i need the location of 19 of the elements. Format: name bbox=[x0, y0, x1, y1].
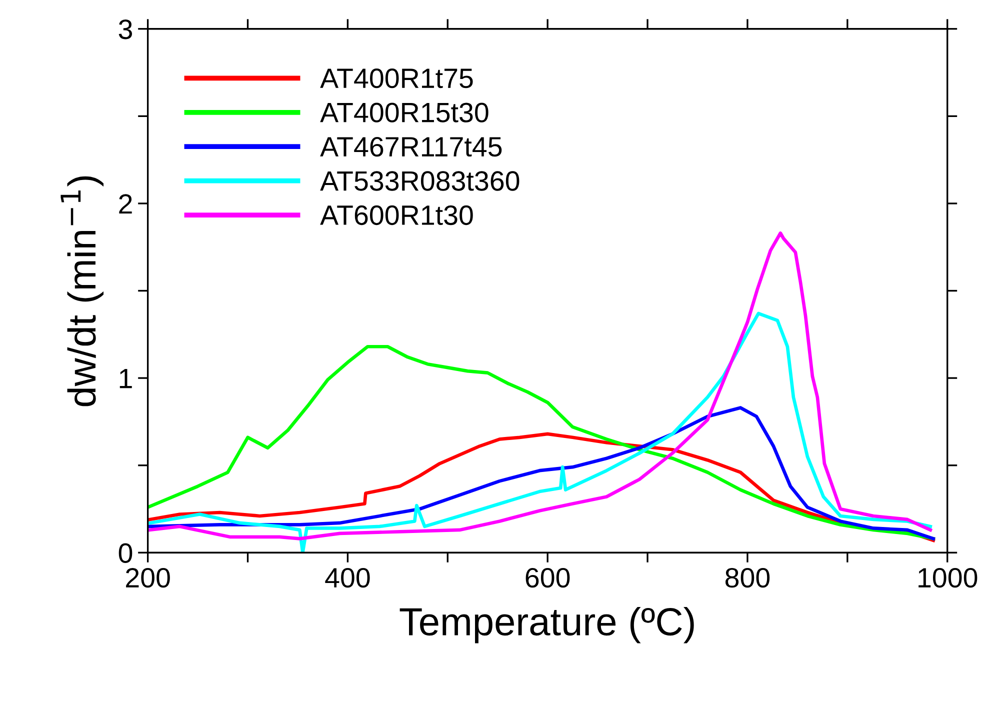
y-tick-label: 1 bbox=[120, 369, 132, 388]
x-tick-label: 800 bbox=[726, 568, 770, 588]
line-series bbox=[148, 312, 932, 553]
y-axis-title: dw/dt (min$^{−1}$) bbox=[60, 176, 104, 406]
y-tick-label: 2 bbox=[119, 194, 132, 214]
line-series bbox=[148, 231, 932, 540]
legend-label: AT600R1t30 bbox=[320, 205, 473, 226]
x-tick-label: 400 bbox=[325, 568, 370, 588]
legend-label: AT533R083t360 bbox=[320, 171, 520, 191]
legend-label: AT467R117t45 bbox=[320, 136, 502, 157]
x-tick-label: 1000 bbox=[918, 568, 978, 588]
legend-label: AT400R15t30 bbox=[320, 102, 488, 122]
x-tick-label: 200 bbox=[126, 568, 170, 588]
x-axis-title: Temperature (ºC) bbox=[400, 607, 694, 644]
x-tick-label: 600 bbox=[526, 568, 570, 588]
legend-label: AT400R1t75 bbox=[320, 68, 473, 88]
y-tick-label: 3 bbox=[118, 20, 132, 40]
y-tick-label: 0 bbox=[118, 543, 132, 563]
line-series bbox=[148, 406, 936, 540]
